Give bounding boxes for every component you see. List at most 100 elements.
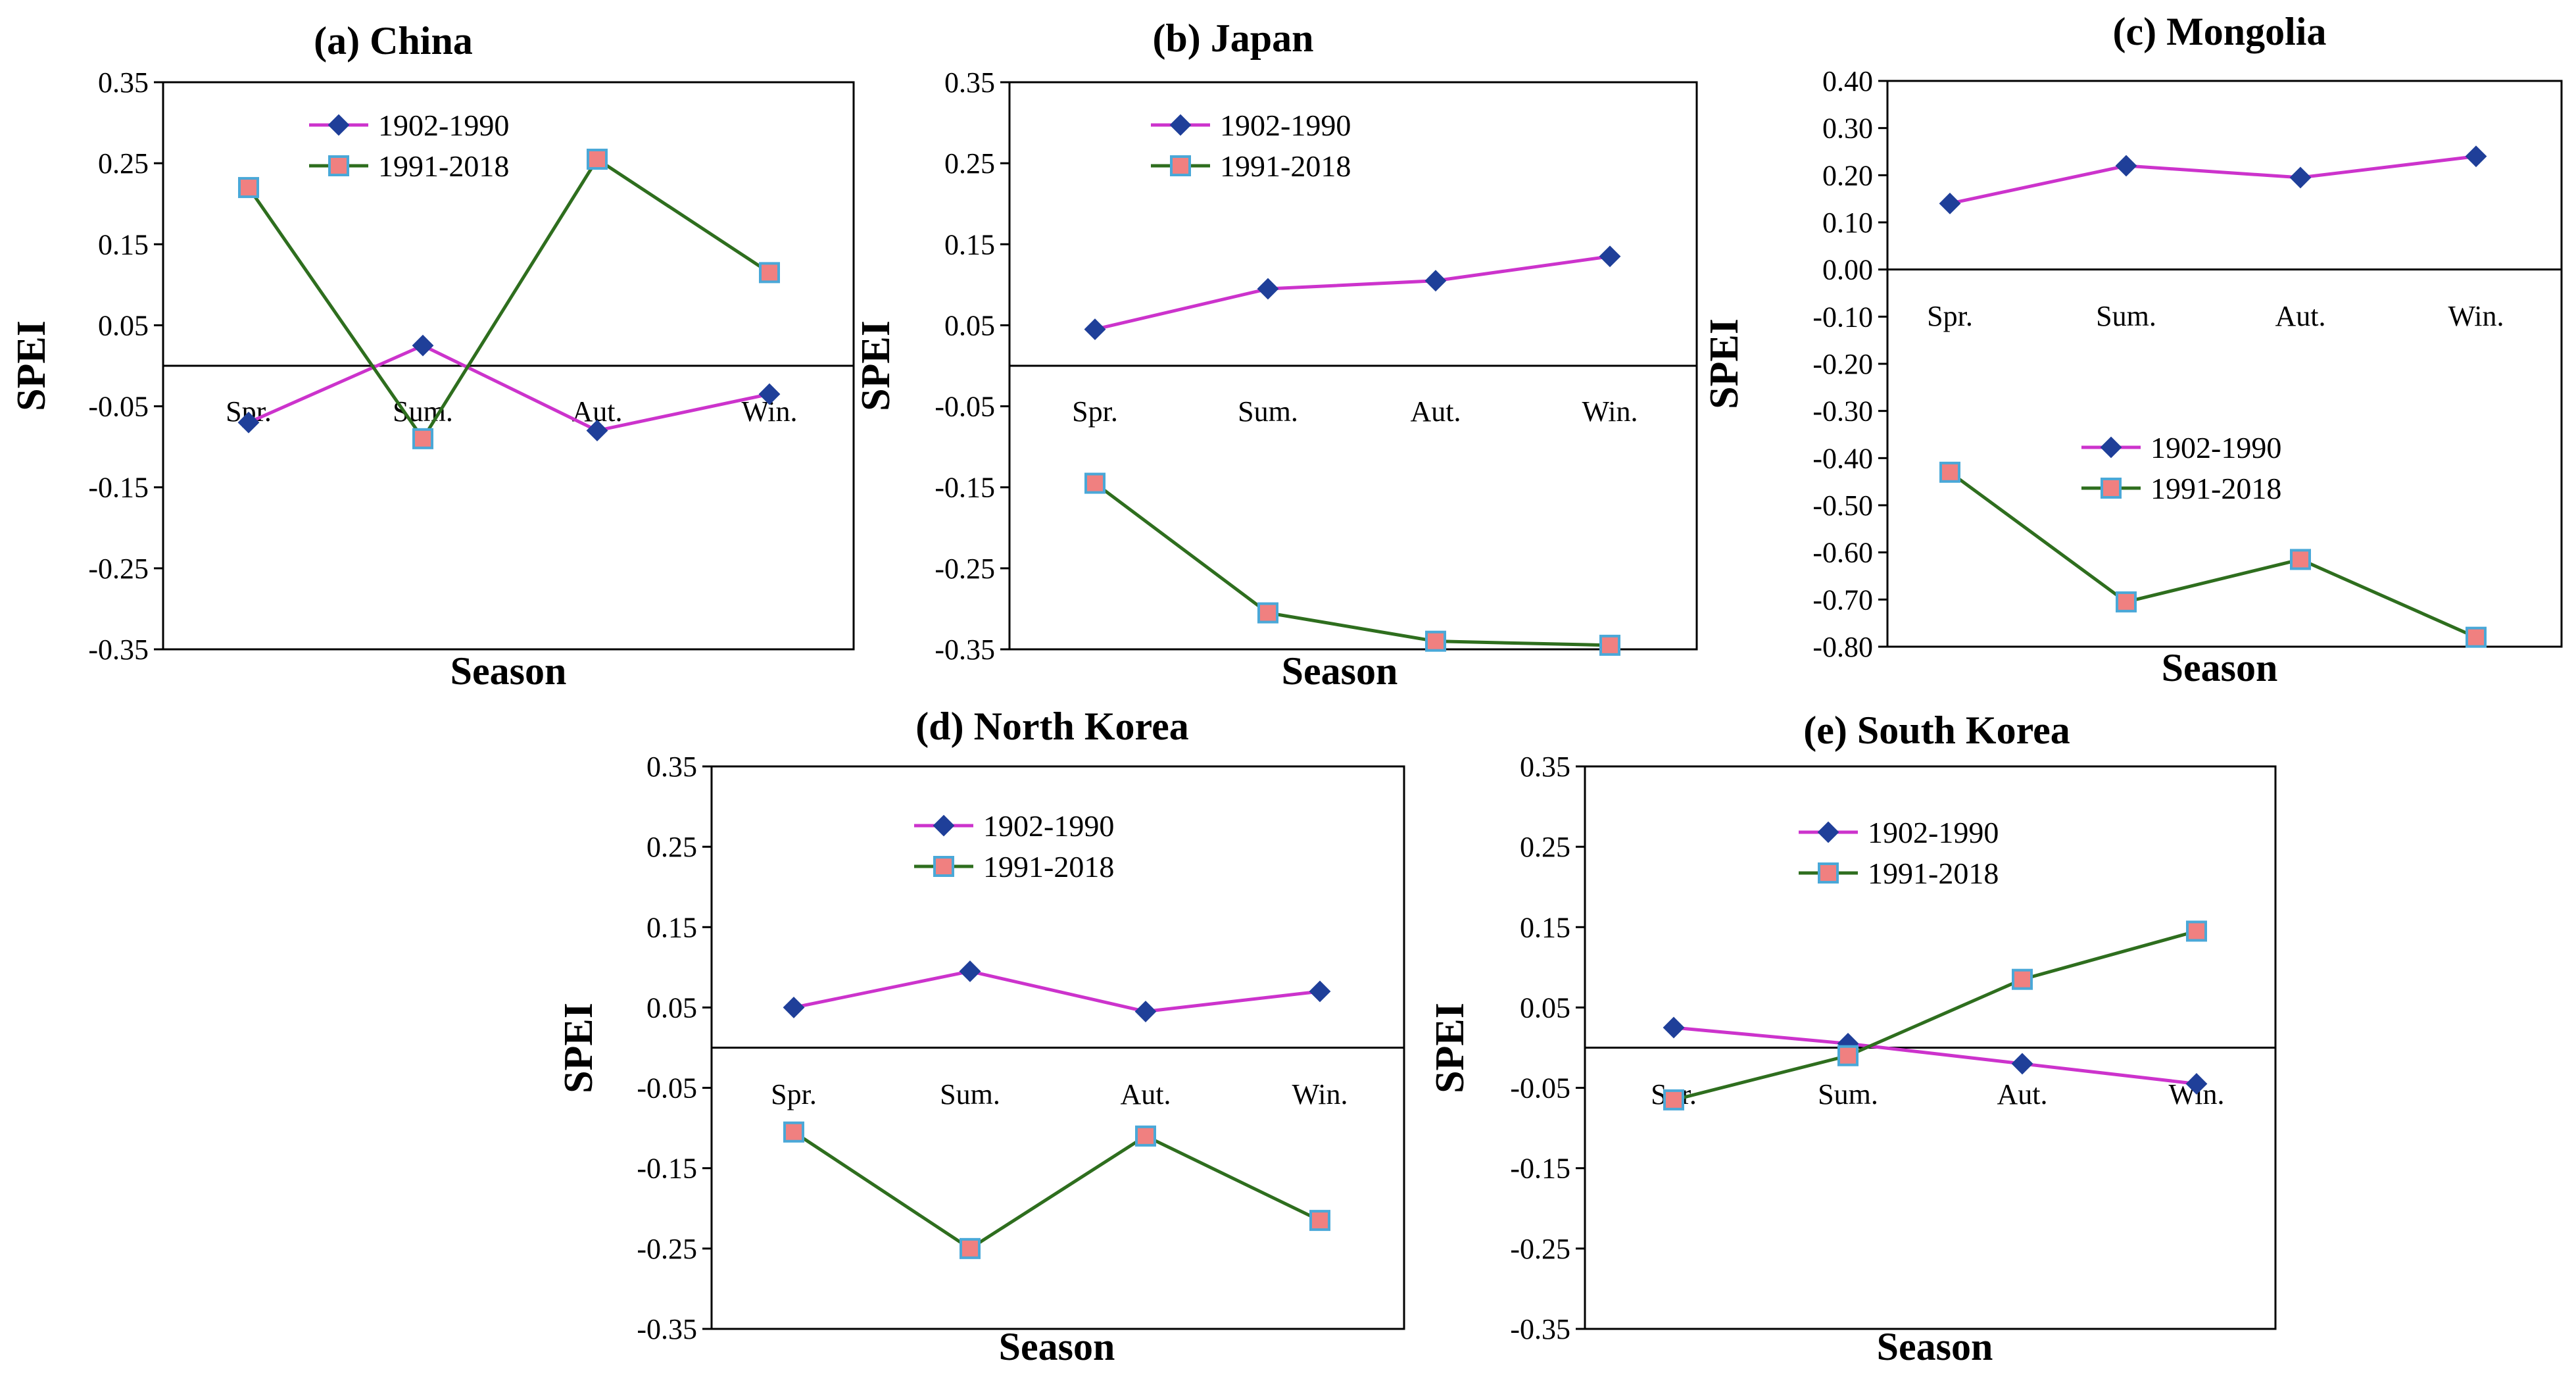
y-tick-label: -0.35 (88, 634, 149, 666)
y-tick-label: -0.15 (935, 472, 995, 504)
y-tick-label: 0.15 (1520, 911, 1570, 943)
y-tick-label: -0.80 (1812, 631, 1873, 663)
data-point-square (1425, 630, 1446, 652)
chart-panel-2: (b) Japan 0.35 0.25 0.15 0.05 -0.05 -0.15 -0.25… (854, 16, 1698, 693)
chart-panel-4: (d) North Korea 0.35 0.25 0.15 0.05 -0.05 -0.1… (556, 705, 1405, 1368)
chart-title: (c) Mongolia (2113, 10, 2327, 53)
legend-square-icon (933, 856, 954, 877)
legend-square-icon (1170, 155, 1191, 176)
data-point-diamond (2465, 145, 2487, 168)
data-point-square (238, 177, 259, 199)
data-point-square (2116, 591, 2137, 612)
category-label: Spr. (771, 1078, 817, 1110)
y-tick-label: 0.10 (1822, 207, 1873, 239)
y-tick-label: 0.25 (944, 147, 995, 180)
y-tick-label: 0.25 (646, 831, 697, 863)
category-label: Win. (2448, 300, 2504, 332)
chart-panel-1: (a) China 0.35 0.25 0.15 0.05 -0.05 -0.15 -0.25… (9, 19, 855, 693)
category-label: Sum. (393, 395, 453, 428)
legend-label: 1991-2018 (2151, 472, 2281, 505)
legend: 1902-1990 1991-2018 (914, 809, 1114, 884)
data-point-square (1084, 472, 1106, 494)
y-tick-label: -0.15 (1510, 1153, 1570, 1185)
legend-diamond-icon (328, 114, 350, 136)
data-point-diamond (2115, 155, 2137, 177)
data-point-diamond (586, 420, 608, 441)
y-tick-label: 0.35 (944, 66, 995, 99)
series-line-1991-2018 (1673, 929, 2197, 1102)
y-tick-label: 0.05 (1520, 991, 1570, 1024)
y-tick-label: -0.70 (1812, 584, 1873, 616)
series-line-1902-1990 (247, 343, 770, 433)
y-tick-label: -0.15 (637, 1153, 697, 1185)
y-tick-label: 0.05 (944, 309, 995, 341)
category-label: Spr. (1927, 300, 1973, 332)
y-tick-label: -0.40 (1812, 442, 1873, 474)
plot-frame (1886, 80, 2563, 648)
y-tick-label: 0.35 (98, 66, 149, 99)
y-tick-label: -0.05 (1510, 1072, 1570, 1105)
data-point-square (759, 262, 780, 284)
category-label: Sum. (2096, 300, 2156, 332)
data-point-diamond (1424, 270, 1447, 292)
data-point-diamond (1309, 980, 1331, 1003)
legend: 1902-1990 1991-2018 (1799, 816, 1999, 890)
data-point-square (1599, 634, 1620, 656)
data-point-diamond (1599, 245, 1621, 268)
category-label: Aut. (2275, 300, 2326, 332)
y-tick-label: -0.10 (1812, 301, 1873, 333)
data-point-square (412, 428, 433, 449)
data-point-square (1663, 1089, 1684, 1110)
y-tick-label: 0.35 (646, 751, 697, 783)
category-label: Aut. (1997, 1078, 2048, 1110)
legend-label: 1902-1990 (1220, 109, 1351, 142)
legend-diamond-icon (2100, 436, 2122, 459)
legend-square-icon (328, 155, 349, 176)
data-point-diamond (758, 383, 781, 405)
legend: 1902-1990 1991-2018 (309, 109, 509, 183)
legend: 1902-1990 1991-2018 (2081, 431, 2281, 505)
category-label: Aut. (1411, 395, 1461, 428)
x-axis-label: Season (999, 1325, 1115, 1368)
chart-title: (b) Japan (1152, 16, 1313, 60)
y-axis-label: SPEI (9, 320, 54, 411)
data-point-diamond (1663, 1016, 1685, 1039)
y-tick-label: 0.15 (98, 228, 149, 261)
chart-title: (a) China (314, 19, 473, 62)
y-tick-label: -0.35 (935, 634, 995, 666)
data-point-diamond (1134, 1001, 1157, 1022)
data-point-diamond (2185, 1073, 2208, 1095)
y-tick-label: 0.35 (1520, 751, 1570, 783)
category-label: Spr. (1072, 395, 1118, 428)
data-point-diamond (783, 997, 805, 1018)
data-point-square (1135, 1125, 1156, 1147)
y-tick-label: -0.05 (637, 1072, 697, 1105)
data-point-square (2290, 549, 2311, 570)
series-line-1991-2018 (1094, 482, 1611, 647)
y-axis-label: SPEI (556, 1003, 601, 1093)
chart-panel-5: (e) South Korea 0.35 0.25 0.15 0.05 -0.05 -0.1… (1428, 709, 2277, 1368)
data-point-square (2012, 968, 2033, 990)
legend: 1902-1990 1991-2018 (1151, 109, 1351, 183)
data-point-diamond (2011, 1053, 2033, 1075)
series-line-1991-2018 (1949, 470, 2477, 639)
x-axis-label: Season (1282, 649, 1398, 693)
y-tick-label: -0.25 (637, 1233, 697, 1265)
series-line-1991-2018 (247, 157, 771, 442)
data-point-diamond (959, 960, 981, 982)
data-point-diamond (1084, 318, 1106, 340)
series-line-1902-1990 (1094, 255, 1611, 332)
chart-panel-3: (c) Mongolia 0.40 0.30 0.20 0.10 0.00 -0.10 -0.… (1702, 10, 2563, 689)
category-label: Sum. (940, 1078, 1000, 1110)
y-tick-label: -0.35 (637, 1313, 697, 1345)
y-tick-label: 0.00 (1822, 254, 1873, 286)
y-tick-label: -0.30 (1812, 395, 1873, 428)
data-point-square (783, 1121, 804, 1143)
legend-label: 1991-2018 (983, 850, 1114, 884)
y-tick-label: 0.05 (646, 991, 697, 1024)
legend-label: 1991-2018 (1220, 149, 1351, 183)
y-tick-label: -0.20 (1812, 348, 1873, 380)
y-axis-label: SPEI (854, 320, 898, 411)
category-label: Aut. (1121, 1078, 1171, 1110)
data-point-diamond (237, 411, 260, 434)
